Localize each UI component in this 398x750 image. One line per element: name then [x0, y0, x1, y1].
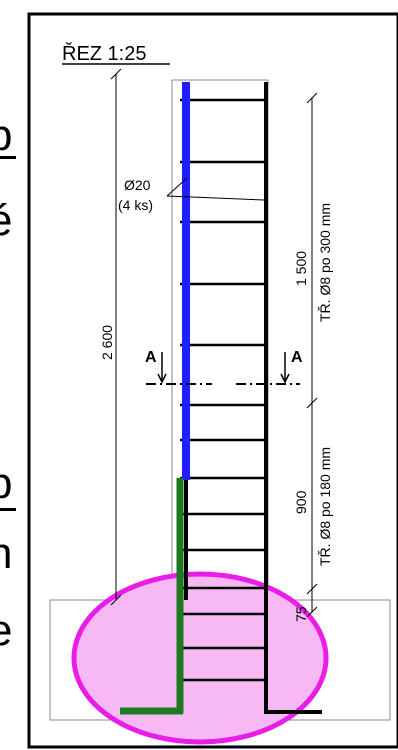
- cropped-text: p: [0, 111, 12, 160]
- cropped-underline: [0, 508, 16, 511]
- cropped-underline: [0, 156, 16, 159]
- dim-tick: [306, 92, 318, 104]
- rebar-diameter-label: Ø20: [124, 177, 151, 193]
- dim-lower-label: 900: [293, 490, 309, 514]
- cropped-text: p: [0, 459, 12, 508]
- dim-upper-label: 1 500: [293, 251, 309, 286]
- cropped-text: é: [0, 196, 12, 245]
- cropped-text: n: [0, 529, 12, 578]
- rebar-count-label: (4 ks): [118, 197, 153, 213]
- dim-total-label: 2 600: [99, 325, 115, 360]
- cropped-text: e: [0, 606, 12, 655]
- section-arrowhead-left: [157, 373, 167, 384]
- stirrups-lower-label: TŘ. Ø8 po 180 mm: [317, 447, 333, 566]
- section-mark-right: A: [291, 349, 303, 366]
- section-mark-left: A: [145, 349, 157, 366]
- dim-tick: [306, 606, 318, 618]
- section-title: ŘEZ 1:25: [62, 42, 146, 65]
- rebar-leader-1: [166, 177, 188, 197]
- cropped-text: ): [0, 679, 3, 728]
- dim-base-label: 75: [293, 606, 309, 622]
- dim-tick: [306, 583, 318, 595]
- dim-tick: [110, 68, 122, 80]
- drawing-frame: [27, 12, 398, 749]
- rebar-leader-2: [166, 195, 265, 201]
- stirrups-upper-label: TŘ. Ø8 po 300 mm: [317, 203, 333, 322]
- section-arrowhead-right: [280, 373, 290, 384]
- dim-tick: [110, 594, 122, 606]
- stirrups: [180, 98, 268, 682]
- dim-tick: [306, 397, 318, 409]
- footing-highlight-ellipse: [71, 571, 329, 745]
